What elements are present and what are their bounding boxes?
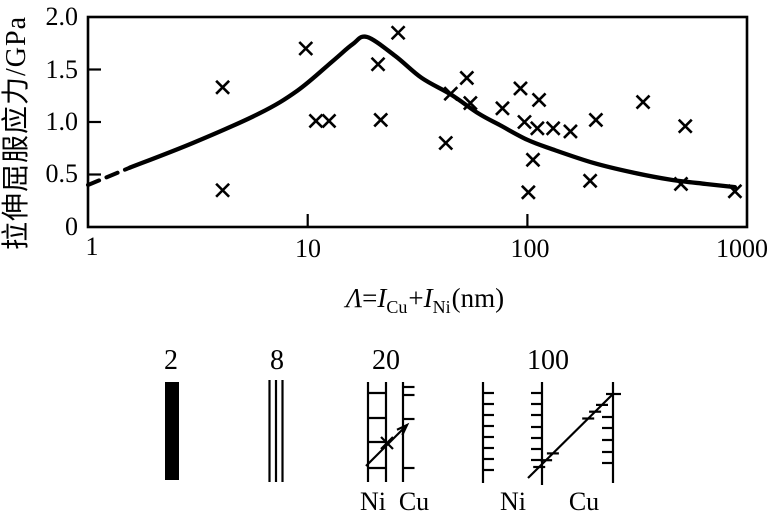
layer-structure-diagrams [165, 380, 621, 485]
data-point-marker [298, 41, 314, 56]
data-point-marker [531, 92, 547, 108]
diagram-2nm-solid-layer [165, 382, 179, 480]
scatter-points [215, 25, 743, 200]
plot-frame [86, 15, 749, 229]
diagram-label-100: 100 [527, 345, 569, 376]
x-title-sub-ni: Ni [432, 297, 451, 317]
data-point-marker [517, 114, 532, 130]
x-axis-title: Λ=ICu+INi(nm) [345, 283, 505, 317]
data-point-marker [370, 56, 386, 72]
data-point-marker [520, 184, 536, 200]
data-point-marker [673, 176, 689, 192]
data-point-marker [677, 118, 693, 134]
y-tick-label: 0.5 [45, 159, 79, 188]
y-tick-label: 1.5 [45, 55, 79, 84]
fit-curve-dashed-start [86, 165, 132, 187]
x-tick-label: 1000 [716, 234, 768, 263]
plot-axes [86, 15, 749, 229]
fit-curve-solid [127, 34, 738, 190]
data-point-marker [373, 112, 389, 128]
y-tick-label: 1.0 [45, 107, 79, 136]
x-tick-label: 10 [295, 234, 321, 263]
x-title-sub-cu: Cu [386, 297, 408, 317]
diagram-8nm-layers [268, 380, 284, 482]
data-point-marker [513, 80, 528, 96]
x-title-equals: = [362, 283, 378, 313]
data-point-marker [390, 25, 406, 41]
x-tick-label: 1 [85, 232, 99, 261]
diagram-label-2: 2 [164, 345, 178, 376]
dislocation-arrowhead [396, 422, 410, 436]
data-point-marker [727, 183, 743, 199]
x-title-plus: + [408, 283, 424, 313]
data-point-marker [215, 79, 231, 95]
data-point-marker [495, 100, 510, 116]
material-label-ni: Ni [500, 487, 526, 516]
diagram-100nm-interfaces [481, 382, 621, 485]
data-point-marker [443, 86, 459, 102]
data-point-marker [525, 152, 541, 168]
data-point-marker [308, 113, 324, 129]
data-point-marker [215, 182, 231, 198]
y-tick-label: 2.0 [45, 2, 79, 31]
data-point-marker [462, 95, 478, 111]
diagram-label-8: 8 [270, 345, 284, 376]
diagram-20nm-ladder [365, 382, 415, 482]
dislocation-x-marker [380, 436, 394, 450]
x-title-l-cu: I [377, 283, 387, 313]
x-title-l-ni: I [423, 283, 433, 313]
data-point-marker [588, 112, 604, 128]
x-title-lambda: Λ [345, 283, 363, 313]
y-tick-label: 0 [65, 212, 78, 241]
material-label-ni: Ni [360, 487, 386, 516]
dislocation-arrow-shaft [365, 424, 408, 467]
glide-dislocation-line [527, 392, 615, 479]
material-label-cu: Cu [568, 487, 600, 516]
data-point-marker [321, 113, 337, 129]
x-title-unit: (nm) [451, 283, 505, 313]
fit-curve [86, 34, 738, 190]
material-label-cu: Cu [398, 487, 430, 516]
data-point-marker [635, 94, 651, 110]
data-point-marker [545, 120, 561, 136]
y-axis-title: 拉伸屈服应力/GPa [1, 15, 32, 251]
data-point-marker [529, 120, 545, 136]
diagram-label-20: 20 [372, 345, 400, 376]
data-point-marker [582, 173, 598, 189]
data-point-marker [438, 135, 454, 151]
data-point-marker [459, 70, 475, 86]
x-tick-label: 100 [510, 234, 550, 263]
data-point-marker [563, 124, 578, 139]
